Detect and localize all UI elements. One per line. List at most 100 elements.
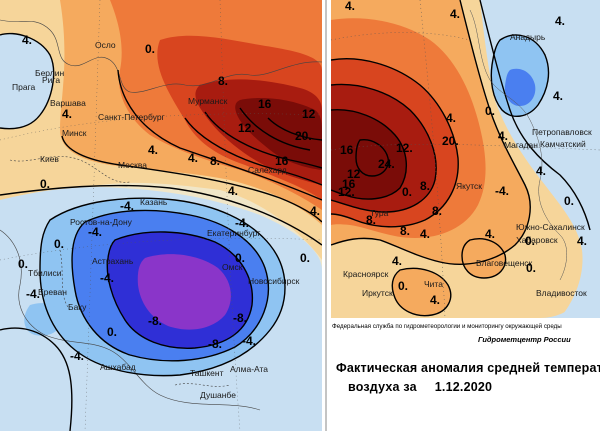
city-label-2: Прага [12,82,35,92]
contour-value-19: -8. [208,337,222,351]
contour-value-east-27: 0. [402,185,412,199]
map-subtitle-prefix: воздуха за [348,380,417,394]
contour-value-east-24: 0. [526,261,536,275]
contour-value-east-18: 8. [400,224,410,238]
city-label-12: Астрахань [92,256,134,266]
contour-value-east-7: 20. [442,134,459,148]
city-label-10: Казань [140,197,168,207]
contour-value-east-6: 4. [536,164,546,178]
contour-value-6: 12. [238,121,255,135]
map-date: 1.12.2020 [434,380,493,394]
city-label-23: Салехард [248,165,287,175]
contour-value-27: 4. [188,151,198,165]
city-label-19: Алма-Ата [230,364,268,374]
contour-value-9: 8. [210,154,220,168]
contour-value-17: -8. [148,314,162,328]
contour-value-east-11: 12 [347,167,361,181]
contour-value-east-12: 8. [420,179,430,193]
city-label-11: Ростов-на-Дону [70,217,133,227]
city-label-13: Тбилиси [28,268,62,278]
contour-value-east-21: 4. [430,293,440,307]
contour-value-3: 4. [148,143,158,157]
city-label-east-7: Хабаровск [516,235,558,245]
contour-value-east-3: 4. [450,7,460,21]
city-label-east-12: Владивосток [536,288,587,298]
contour-value-east-8: 12. [396,141,413,155]
contour-value-east-19: 8. [366,213,376,227]
city-label-14: Ереван [38,287,67,297]
contour-value-east-15: 8. [432,204,442,218]
contour-value-14: 0. [235,251,245,265]
contour-value-11: 4. [228,184,238,198]
city-label-6: Киев [40,154,59,164]
contour-value-east-10: 24. [378,157,395,171]
city-label-15: Баку [68,302,87,312]
city-label-3: Варшава [50,98,86,108]
agency-caption: Федеральная служба по гидрометеорологии … [332,323,562,330]
contour-value-23: -4. [70,349,84,363]
left-contour-values: 4.0.4.4.8.1612.20.168.124.4.0.0.-4.-4.-8… [18,33,320,363]
contour-value-east-4: 4. [553,89,563,103]
contour-value-east-0: 4. [345,0,355,13]
contour-value-east-13: 12. [338,185,355,199]
city-label-5: Минск [62,128,87,138]
contour-value-4: 8. [218,74,228,88]
city-label-7: Москва [118,160,147,170]
city-label-16: Ашхабад [100,362,136,372]
contour-value-10: 12 [302,107,316,121]
contour-value-east-16: 4. [420,227,430,241]
contour-value-0: 4. [22,33,32,47]
caption-area [331,318,600,431]
contour-value-east-1: 4. [555,14,565,28]
city-label-18: Душанбе [200,390,236,400]
contour-value-22: 0. [54,237,64,251]
contour-value-east-9: 16 [340,143,354,157]
city-label-9: Мурманск [188,96,228,106]
city-label-east-11: Чита [424,279,443,289]
contour-value-29: -4. [242,334,256,348]
contour-value-east-25: 0. [398,279,408,293]
city-label-1: Берлин [35,68,64,78]
city-label-8: Санкт-Петербург [98,112,165,122]
city-label-17: Ташкент [190,368,224,378]
city-label-east-0: Анадырь [510,32,546,42]
contour-value-5: 16 [258,97,272,111]
contour-value-east-28: 0. [525,234,535,248]
contour-value-15: -4. [88,225,102,239]
contour-value-east-29: -4. [495,184,509,198]
contour-value-east-14: 16 [342,177,356,191]
city-label-east-9: Красноярск [343,269,389,279]
contour-value-21: -4. [120,199,134,213]
contour-value-13: 0. [40,177,50,191]
contour-value-25: 0. [300,251,310,265]
city-label-east-1: Петропавловск [532,127,592,137]
organization-caption: Гидрометцентр России [478,335,571,344]
contour-value-1: 0. [145,42,155,56]
contour-value-12: 4. [310,204,320,218]
city-label-east-4: Якутск [456,181,482,191]
city-label-east-10: Иркутск [362,288,393,298]
city-label-east-5: Тура [370,208,389,218]
city-label-east-6: Южно-Сахалинск [516,222,585,232]
contour-value-east-23: 4. [577,234,587,248]
contour-value-east-2: 0. [485,104,495,118]
contour-value-7: 20. [295,129,312,143]
contour-value-20: -4. [235,216,249,230]
city-label-21: Омск [222,262,243,272]
contour-value-east-22: 0. [564,194,574,208]
city-label-22: Новосибирск [248,276,300,286]
city-label-4: Рига [42,75,60,85]
map-subtitle: воздуха за 1.12.2020 [348,380,510,394]
city-label-east-8: Благовещенск [476,258,533,268]
city-label-east-2: Камчатский [540,139,586,149]
contour-value-east-17: 4. [485,227,495,241]
contour-value-24: 0. [107,325,117,339]
contour-value-east-26: 4. [446,111,456,125]
map-title: Фактическая аномалия средней температуры [336,361,600,375]
contour-value-8: 16 [275,154,289,168]
